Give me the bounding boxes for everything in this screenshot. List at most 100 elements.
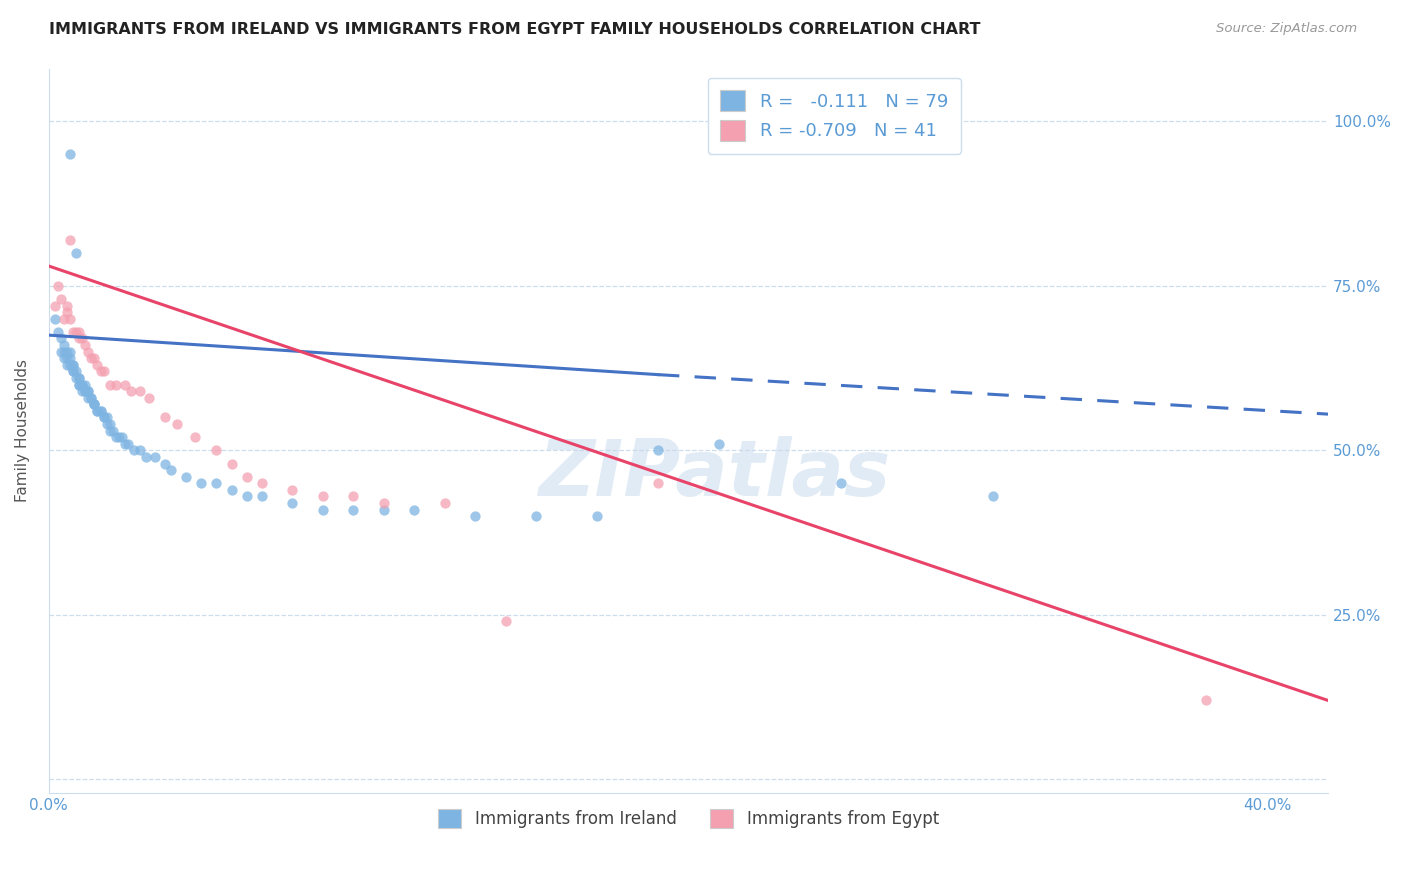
Point — [1195, 693, 1218, 707]
Point — [77, 384, 100, 398]
Point — [93, 410, 115, 425]
Point — [72, 331, 94, 345]
Point — [647, 476, 669, 491]
Point — [56, 305, 79, 319]
Point — [62, 358, 84, 372]
Point — [281, 496, 304, 510]
Point — [44, 311, 66, 326]
Point — [166, 417, 188, 431]
Point — [56, 358, 79, 372]
Point — [464, 509, 486, 524]
Point — [98, 424, 121, 438]
Point — [75, 338, 97, 352]
Point — [250, 490, 273, 504]
Point — [138, 391, 160, 405]
Point — [75, 384, 97, 398]
Point — [205, 476, 228, 491]
Point — [373, 496, 395, 510]
Point — [86, 404, 108, 418]
Point — [80, 391, 103, 405]
Text: Source: ZipAtlas.com: Source: ZipAtlas.com — [1216, 22, 1357, 36]
Point — [56, 344, 79, 359]
Point — [90, 404, 112, 418]
Point — [67, 377, 90, 392]
Point — [145, 450, 167, 464]
Point — [67, 371, 90, 385]
Point — [59, 233, 82, 247]
Point — [75, 384, 97, 398]
Point — [46, 278, 69, 293]
Point — [59, 311, 82, 326]
Point — [153, 410, 176, 425]
Point — [62, 325, 84, 339]
Point — [86, 358, 108, 372]
Point — [495, 615, 517, 629]
Point — [77, 391, 100, 405]
Point — [312, 490, 335, 504]
Point — [190, 476, 212, 491]
Point — [67, 377, 90, 392]
Point — [72, 377, 94, 392]
Point — [221, 483, 243, 497]
Point — [65, 245, 87, 260]
Point — [707, 436, 730, 450]
Point — [281, 483, 304, 497]
Point — [114, 436, 136, 450]
Point — [117, 436, 139, 450]
Point — [647, 443, 669, 458]
Point — [62, 364, 84, 378]
Point — [342, 490, 364, 504]
Legend: Immigrants from Ireland, Immigrants from Egypt: Immigrants from Ireland, Immigrants from… — [432, 803, 945, 835]
Point — [122, 443, 145, 458]
Point — [49, 292, 72, 306]
Point — [342, 502, 364, 516]
Point — [80, 391, 103, 405]
Point — [90, 364, 112, 378]
Point — [59, 344, 82, 359]
Point — [174, 469, 197, 483]
Point — [77, 384, 100, 398]
Point — [235, 469, 257, 483]
Point — [65, 371, 87, 385]
Point — [312, 502, 335, 516]
Point — [184, 430, 207, 444]
Point — [83, 397, 105, 411]
Point — [98, 377, 121, 392]
Point — [56, 351, 79, 366]
Point — [129, 384, 152, 398]
Point — [53, 344, 76, 359]
Point — [53, 311, 76, 326]
Point — [135, 450, 157, 464]
Text: ZIPatlas: ZIPatlas — [538, 436, 890, 512]
Point — [120, 384, 142, 398]
Point — [67, 371, 90, 385]
Y-axis label: Family Households: Family Households — [15, 359, 30, 502]
Point — [93, 410, 115, 425]
Point — [433, 496, 456, 510]
Point — [108, 430, 131, 444]
Point — [49, 344, 72, 359]
Point — [80, 351, 103, 366]
Point — [101, 424, 124, 438]
Point — [53, 338, 76, 352]
Point — [96, 417, 118, 431]
Text: IMMIGRANTS FROM IRELAND VS IMMIGRANTS FROM EGYPT FAMILY HOUSEHOLDS CORRELATION C: IMMIGRANTS FROM IRELAND VS IMMIGRANTS FR… — [49, 22, 981, 37]
Point — [981, 490, 1004, 504]
Point — [524, 509, 547, 524]
Point — [235, 490, 257, 504]
Point — [153, 457, 176, 471]
Point — [77, 344, 100, 359]
Point — [59, 351, 82, 366]
Point — [90, 404, 112, 418]
Point — [96, 410, 118, 425]
Point — [129, 443, 152, 458]
Point — [111, 430, 134, 444]
Point — [373, 502, 395, 516]
Point — [98, 417, 121, 431]
Point — [65, 364, 87, 378]
Point — [59, 358, 82, 372]
Point — [62, 364, 84, 378]
Point — [114, 377, 136, 392]
Point — [65, 325, 87, 339]
Point — [83, 351, 105, 366]
